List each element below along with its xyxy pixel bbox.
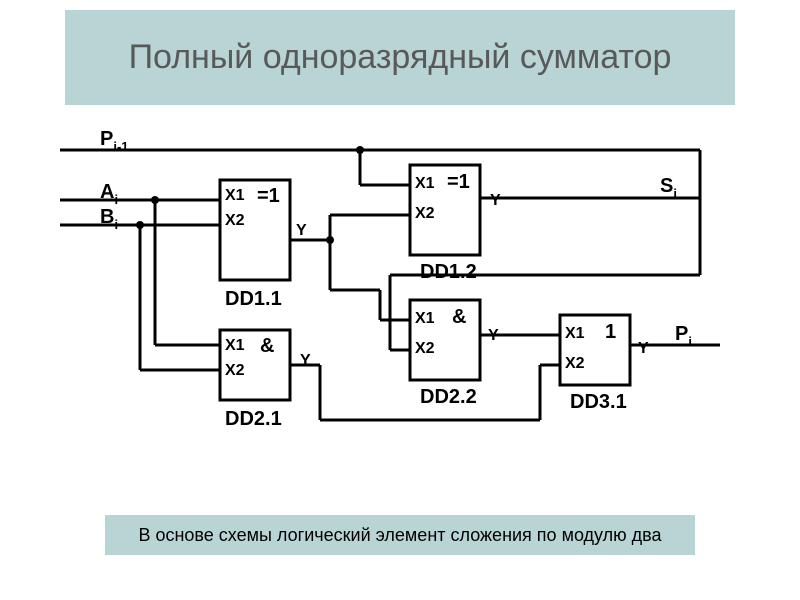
gate-dd11-symbol: =1 bbox=[257, 185, 280, 207]
gate-dd12-symbol: =1 bbox=[447, 171, 470, 193]
gate-dd31-x2: X2 bbox=[565, 355, 585, 372]
gate-dd21-symbol: & bbox=[260, 335, 274, 357]
gate-dd11-x2: X2 bbox=[225, 212, 245, 229]
gate-dd22-x1: X1 bbox=[415, 310, 435, 327]
gate-dd11-x1: X1 bbox=[225, 187, 245, 204]
gate-dd31-label: DD3.1 bbox=[570, 391, 627, 413]
gate-dd31-y: Y bbox=[638, 340, 649, 357]
caption-bar: В основе схемы логический элемент сложен… bbox=[105, 515, 695, 555]
gate-dd12-x1: X1 bbox=[415, 175, 435, 192]
gate-dd11-y: Y bbox=[296, 222, 307, 239]
gate-dd12-x2: X2 bbox=[415, 205, 435, 222]
label-b-in: Bi bbox=[100, 206, 118, 232]
gate-dd22-label: DD2.2 bbox=[420, 386, 477, 408]
circuit-diagram: Pi-1 Ai Bi X1 X2 =1 Y DD1.1 X1 X2 =1 Y D… bbox=[60, 120, 740, 480]
gate-dd12-y: Y bbox=[490, 192, 501, 209]
gate-dd11-label: DD1.1 bbox=[225, 288, 282, 310]
gate-dd31-x1: X1 bbox=[565, 325, 585, 342]
gate-dd21-x2: X2 bbox=[225, 362, 245, 379]
gate-dd22-symbol: & bbox=[452, 306, 466, 328]
gate-dd21-x1: X1 bbox=[225, 337, 245, 354]
title-bar: Полный одноразрядный сумматор bbox=[65, 10, 735, 105]
gate-dd22-x2: X2 bbox=[415, 340, 435, 357]
gate-dd31-symbol: 1 bbox=[605, 321, 616, 343]
gate-dd21-label: DD2.1 bbox=[225, 408, 282, 430]
gate-dd12-label: DD1.2 bbox=[420, 261, 477, 283]
title-text: Полный одноразрядный сумматор bbox=[65, 39, 735, 76]
caption-text: В основе схемы логический элемент сложен… bbox=[138, 525, 661, 546]
label-a-in: Ai bbox=[100, 181, 118, 207]
